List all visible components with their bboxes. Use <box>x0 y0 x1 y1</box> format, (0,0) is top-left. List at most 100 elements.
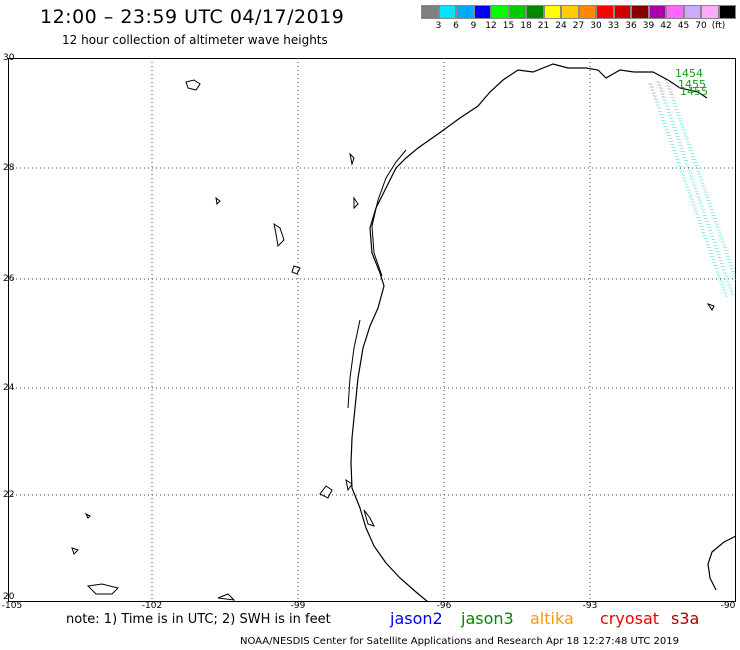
track-point: ~ <box>735 280 736 287</box>
legend-altika: altika <box>530 609 574 628</box>
track-point: ~ <box>700 180 705 187</box>
track-point: ~ <box>696 194 701 201</box>
track-point: ~ <box>653 96 658 103</box>
scale-swatch <box>631 5 649 19</box>
track-point: ~ <box>713 243 718 250</box>
track-point: ~ <box>697 217 702 224</box>
track-point: ~ <box>698 174 703 181</box>
track-point: ~ <box>715 224 720 231</box>
note-text: note: 1) Time is in UTC; 2) SWH is in fe… <box>66 612 331 627</box>
track-point: ~ <box>660 91 665 98</box>
track-point: ~ <box>708 248 713 255</box>
track-point: ~ <box>720 236 725 243</box>
track-point: ~ <box>685 161 690 168</box>
track-point: ~ <box>700 226 705 233</box>
track-point: ~ <box>681 152 686 159</box>
color-scale <box>421 5 736 19</box>
track-point: ~ <box>661 117 666 124</box>
track-point: ~ <box>677 163 682 170</box>
barrier-island <box>347 149 407 409</box>
track-point: ~ <box>663 100 668 107</box>
scale-swatch <box>666 5 684 19</box>
track-point: ~ <box>704 215 709 222</box>
track-point: ~ <box>710 254 715 261</box>
track-point: ~ <box>687 142 692 149</box>
track-point: ~ <box>673 151 678 158</box>
track-point: ~ <box>686 139 691 146</box>
track-point: ~ <box>709 207 714 214</box>
track-point: ~ <box>665 130 670 137</box>
map-frame <box>8 58 736 602</box>
track-point: ~ <box>703 236 708 243</box>
track-point: ~ <box>664 77 669 84</box>
scale-label: 24 <box>555 21 567 31</box>
track-point: ~ <box>650 87 655 94</box>
track-point: ~ <box>679 146 684 153</box>
scale-label: 70 <box>695 21 707 31</box>
track-point: ~ <box>684 158 689 165</box>
legend-cryosat: cryosat <box>600 609 660 628</box>
track-point: ~ <box>673 104 678 111</box>
track-point: ~ <box>721 284 726 291</box>
track-point: ~ <box>714 246 719 253</box>
track-point: ~ <box>706 198 711 205</box>
track-point: ~ <box>682 127 687 134</box>
track-point: ~ <box>669 115 674 122</box>
track-point: ~ <box>699 223 704 230</box>
track-point: ~ <box>715 249 720 256</box>
scale-swatch <box>683 5 701 19</box>
track-point: ~ <box>684 133 689 140</box>
coastline <box>350 63 708 602</box>
track-point: ~ <box>668 136 673 143</box>
track-point: ~ <box>733 274 736 281</box>
track-point: ~ <box>724 273 729 280</box>
track-point: ~ <box>693 205 698 212</box>
track-point: ~ <box>707 224 712 231</box>
track-point: ~ <box>694 208 699 215</box>
scale-label: 21 <box>537 21 550 31</box>
track-point: ~ <box>671 98 676 105</box>
track-point: ~ <box>720 281 725 288</box>
track-point: ~ <box>678 143 683 150</box>
track-point: ~ <box>706 242 711 249</box>
track-point: ~ <box>695 191 700 198</box>
track-point: ~ <box>672 124 677 131</box>
track-point: ~ <box>688 145 693 152</box>
track-point: ~ <box>708 204 713 211</box>
scale-label: 18 <box>520 21 532 31</box>
scale-swatch <box>578 5 596 19</box>
track-point: ~ <box>690 199 695 206</box>
scale-label: 3 <box>435 21 442 31</box>
track-point: ~ <box>692 157 697 164</box>
track-point: ~ <box>711 257 716 264</box>
track-point: ~ <box>694 188 699 195</box>
track-point: ~ <box>686 164 691 171</box>
track-point: ~ <box>683 178 688 185</box>
track-point: ~ <box>695 211 700 218</box>
scale-label: 12 <box>485 21 497 31</box>
track-point: ~ <box>649 84 654 91</box>
track-point: ~ <box>691 154 696 161</box>
track-point: ~ <box>697 197 702 204</box>
track-point: ~ <box>656 102 661 109</box>
pass-label-3: 1455 <box>680 85 708 98</box>
track-point: ~ <box>712 240 717 247</box>
scale-label: 9 <box>470 21 477 31</box>
track-point: ~ <box>658 108 663 115</box>
track-point: ~ <box>723 290 728 297</box>
track-point: ~ <box>726 254 731 261</box>
track-point: ~ <box>699 203 704 210</box>
color-scale-labels: 3 6 9 12 15 18 21 24 27 30 33 36 39 42 45 70 (ft) <box>421 21 740 33</box>
track-point: ~ <box>686 187 691 194</box>
track-point: ~ <box>687 190 692 197</box>
track-point: ~ <box>677 115 682 122</box>
track-point: ~ <box>674 131 679 138</box>
track-point: ~ <box>652 93 657 100</box>
track-point: ~ <box>655 99 660 106</box>
track-point: ~ <box>707 201 712 208</box>
track-point: ~ <box>668 89 673 96</box>
track-point: ~ <box>696 214 701 221</box>
track-point: ~ <box>721 264 726 271</box>
track-point: ~ <box>659 88 664 95</box>
track-point: ~ <box>709 251 714 258</box>
